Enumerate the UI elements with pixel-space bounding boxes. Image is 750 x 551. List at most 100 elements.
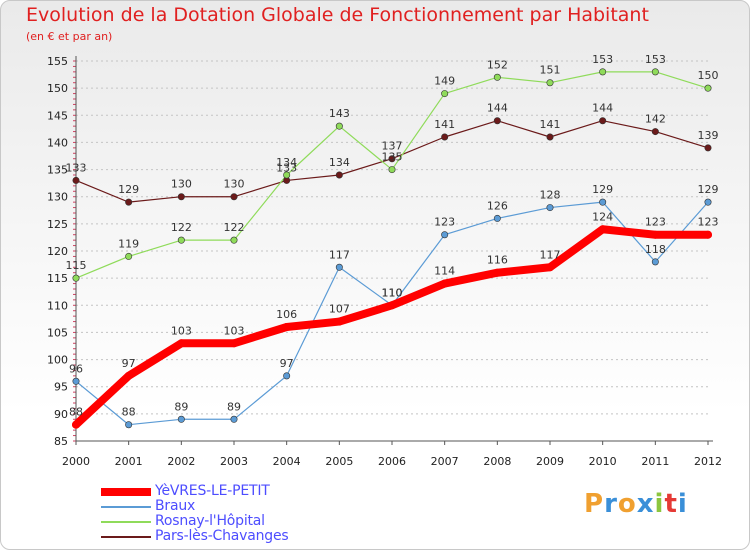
data-point [704, 198, 712, 206]
data-label: 103 [224, 324, 245, 337]
data-point [546, 263, 554, 272]
logo-letter: o [617, 489, 637, 519]
data-point [704, 230, 712, 239]
data-label: 129 [698, 183, 719, 196]
data-point [125, 198, 133, 206]
data-point [177, 415, 185, 423]
data-label: 144 [592, 102, 613, 115]
chart-title: Evolution de la Dotation Globale de Fonc… [26, 4, 649, 26]
logo-letter: x [636, 489, 655, 519]
data-label: 149 [434, 75, 455, 88]
data-label: 153 [592, 53, 613, 66]
data-label: 115 [66, 259, 87, 272]
data-label: 110 [382, 286, 403, 299]
x-tick-label: 2010 [589, 455, 617, 468]
data-point [230, 339, 238, 348]
data-point [493, 214, 501, 222]
data-label: 139 [698, 129, 719, 142]
data-label: 119 [118, 237, 139, 250]
data-label: 106 [276, 308, 297, 321]
data-point [124, 371, 133, 380]
data-point [651, 258, 659, 266]
data-label: 130 [171, 178, 192, 191]
data-point [177, 193, 185, 201]
y-tick-label: 90 [54, 408, 68, 421]
data-label: 97 [280, 357, 294, 370]
data-label: 128 [540, 189, 561, 202]
x-tick-label: 2012 [694, 455, 722, 468]
data-point [704, 144, 712, 152]
y-tick-label: 125 [47, 218, 68, 231]
y-tick-label: 130 [47, 191, 68, 204]
data-label: 88 [69, 406, 83, 419]
data-point [599, 117, 607, 125]
data-label: 123 [645, 216, 666, 229]
data-label: 133 [276, 161, 297, 174]
data-point [441, 231, 449, 239]
data-point [282, 323, 291, 331]
data-point [230, 415, 238, 423]
x-tick-label: 2008 [483, 455, 511, 468]
data-point [283, 171, 291, 179]
data-label: 130 [224, 178, 245, 191]
y-tick-label: 115 [47, 272, 68, 285]
data-label: 137 [382, 140, 403, 153]
x-tick-label: 2006 [378, 455, 406, 468]
data-label: 126 [487, 199, 508, 212]
y-tick-label: 120 [47, 245, 68, 258]
data-point [546, 133, 554, 141]
data-label: 134 [276, 156, 297, 169]
logo-letter: i [654, 489, 665, 519]
data-point [72, 377, 80, 385]
data-point [388, 301, 396, 310]
data-label: 144 [487, 102, 508, 115]
axes: 8590951001051101151201251301351401451501… [47, 55, 722, 468]
data-point [598, 225, 607, 234]
data-label: 142 [645, 113, 666, 126]
data-label: 122 [224, 221, 245, 234]
gridlines [76, 60, 708, 442]
chart-subtitle: (en € et par an) [26, 30, 113, 43]
data-label: 114 [434, 265, 455, 278]
legend-swatch [101, 521, 151, 523]
data-label: 116 [487, 254, 508, 267]
y-tick-label: 150 [47, 82, 68, 95]
data-label: 153 [645, 53, 666, 66]
data-label: 124 [592, 210, 613, 223]
data-point [335, 122, 343, 130]
legend-swatch [101, 536, 151, 538]
series-line [75, 201, 709, 426]
data-label: 118 [645, 243, 666, 256]
data-label: 123 [698, 216, 719, 229]
data-point [125, 421, 133, 429]
legend-label: YèVRES-LE-PETIT [155, 483, 270, 499]
data-label: 133 [66, 161, 87, 174]
data-point [599, 198, 607, 206]
y-tick-label: 140 [47, 136, 68, 149]
y-tick-label: 155 [47, 55, 68, 68]
x-tick-label: 2011 [641, 455, 669, 468]
data-point [441, 133, 449, 141]
data-label: 117 [329, 248, 350, 261]
data-point [72, 176, 80, 184]
data-label: 110 [382, 286, 403, 299]
data-point [177, 339, 186, 348]
data-label: 96 [69, 362, 83, 375]
data-label: 97 [122, 357, 136, 370]
data-label: 122 [171, 221, 192, 234]
data-label: 134 [329, 156, 350, 169]
y-tick-label: 100 [47, 354, 68, 367]
x-tick-label: 2005 [325, 455, 353, 468]
data-point [230, 236, 238, 244]
y-tick-label: 85 [54, 435, 68, 448]
data-point [440, 279, 449, 288]
data-label: 89 [174, 400, 188, 413]
data-label: 152 [487, 58, 508, 71]
data-point [599, 68, 607, 76]
data-point [546, 204, 554, 212]
legend-swatch [101, 488, 151, 496]
data-point [335, 317, 344, 326]
data-label: 141 [540, 118, 561, 131]
y-tick-label: 145 [47, 109, 68, 122]
